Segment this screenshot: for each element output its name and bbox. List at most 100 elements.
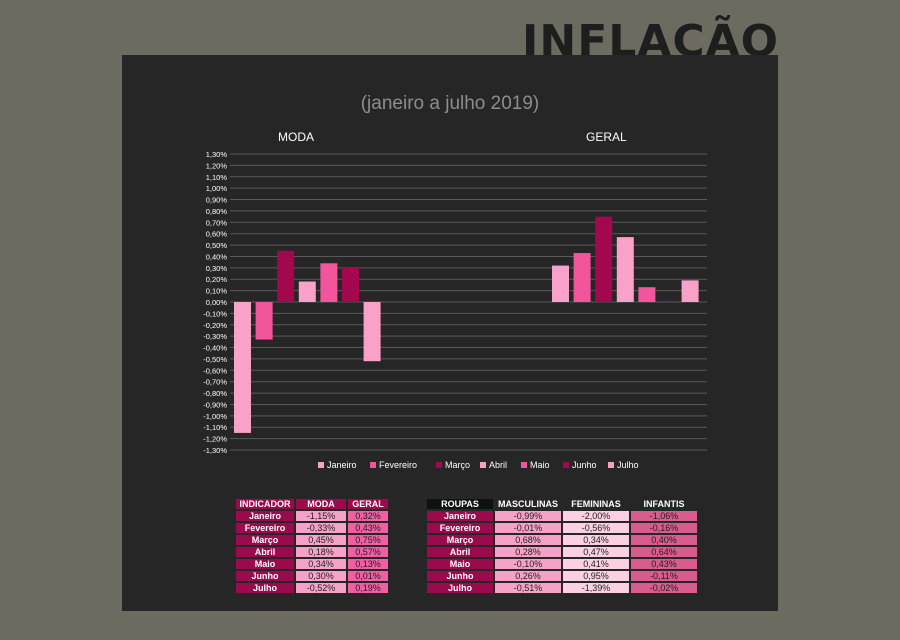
- bar-geral-3: [616, 237, 634, 302]
- table-row: Junho 0,30% 0,01%: [236, 571, 388, 581]
- y-tick-label: -0,20%: [203, 321, 227, 330]
- table-cell: -0,51%: [495, 583, 561, 593]
- table-cell: -0,33%: [296, 523, 346, 533]
- group-label-geral: GERAL: [586, 130, 627, 144]
- indicador-table-body: Janeiro -1,15% 0,32% Fevereiro -0,33% 0,43% Ma…: [236, 511, 388, 593]
- y-tick-label: -0,90%: [203, 400, 227, 409]
- row-label: Fevereiro: [427, 523, 493, 533]
- row-label: Janeiro: [236, 511, 294, 521]
- table-cell: 0,28%: [495, 547, 561, 557]
- table-cell: -0,10%: [495, 559, 561, 569]
- indicador-table-header: INDICADOR MODA GERAL: [236, 499, 388, 509]
- y-tick-label: 0,50%: [206, 241, 228, 250]
- header-cell: INDICADOR: [236, 499, 294, 509]
- y-tick-label: 1,30%: [206, 150, 228, 159]
- table-cell: -0,11%: [631, 571, 697, 581]
- header-cell: MODA: [296, 499, 346, 509]
- table-row: Julho -0,51% -1,39% -0,02%: [427, 583, 697, 593]
- table-cell: 0,75%: [348, 535, 388, 545]
- table-cell: 0,68%: [495, 535, 561, 545]
- y-tick-label: 0,10%: [206, 287, 228, 296]
- table-row: Maio 0,34% 0,13%: [236, 559, 388, 569]
- row-label: Maio: [427, 559, 493, 569]
- bar-moda-4: [320, 263, 338, 302]
- legend-swatch: [563, 462, 569, 468]
- legend-swatch: [521, 462, 527, 468]
- table-cell: -0,01%: [495, 523, 561, 533]
- row-label: Julho: [427, 583, 493, 593]
- header-cell: GERAL: [348, 499, 388, 509]
- bar-geral-4: [638, 287, 656, 302]
- table-row: Junho 0,26% 0,95% -0,11%: [427, 571, 697, 581]
- table-cell: 0,26%: [495, 571, 561, 581]
- legend-swatch: [370, 462, 376, 468]
- legend-swatch: [436, 462, 442, 468]
- bar-geral-6: [681, 280, 699, 302]
- y-tick-label: 0,90%: [206, 196, 228, 205]
- table-cell: 0,34%: [563, 535, 629, 545]
- y-tick-label: 1,00%: [206, 184, 228, 193]
- table-cell: -1,06%: [631, 511, 697, 521]
- y-tick-label: -0,60%: [203, 366, 227, 375]
- row-label: Abril: [427, 547, 493, 557]
- table-cell: 0,32%: [348, 511, 388, 521]
- inflation-bar-chart: 1,30% 1,20% 1,10% 1,00% 0,90% 0,80% 0,70% 0,60%…: [203, 150, 707, 470]
- table-cell: -0,02%: [631, 583, 697, 593]
- y-tick-label: -0,40%: [203, 344, 227, 353]
- y-tick-label: -0,10%: [203, 309, 227, 318]
- y-tick-label: 0,80%: [206, 207, 228, 216]
- group-label-moda: MODA: [278, 130, 314, 144]
- row-label: Julho: [236, 583, 294, 593]
- table-cell: 0,41%: [563, 559, 629, 569]
- table-cell: 0,43%: [348, 523, 388, 533]
- table-cell: 0,57%: [348, 547, 388, 557]
- table-cell: -0,56%: [563, 523, 629, 533]
- bar-geral-5: [660, 300, 677, 302]
- y-tick-label: -0,80%: [203, 389, 227, 398]
- table-cell: 0,18%: [296, 547, 346, 557]
- table-row: Abril 0,18% 0,57%: [236, 547, 388, 557]
- y-tick-label: -0,70%: [203, 378, 227, 387]
- bar-moda-6: [363, 302, 381, 362]
- header-cell: FEMININAS: [563, 499, 629, 509]
- table-cell: 0,19%: [348, 583, 388, 593]
- table-cell: 0,30%: [296, 571, 346, 581]
- legend-item: Janeiro: [327, 460, 357, 470]
- table-cell: 0,40%: [631, 535, 697, 545]
- table-cell: -0,99%: [495, 511, 561, 521]
- bar-moda-1: [255, 302, 273, 340]
- roupas-table-body: Janeiro -0,99% -2,00% -1,06% Fevereiro -0,01%…: [427, 511, 697, 593]
- table-cell: 0,45%: [296, 535, 346, 545]
- legend-item: Abril: [489, 460, 507, 470]
- row-label: Abril: [236, 547, 294, 557]
- y-tick-label: 1,10%: [206, 173, 228, 182]
- y-tick-label: 0,60%: [206, 230, 228, 239]
- table-cell: 0,43%: [631, 559, 697, 569]
- y-tick-label: 0,30%: [206, 264, 228, 273]
- y-tick-label: 1,20%: [206, 161, 228, 170]
- table-row: Janeiro -0,99% -2,00% -1,06%: [427, 511, 697, 521]
- y-tick-label: 0,20%: [206, 275, 228, 284]
- table-cell: 0,47%: [563, 547, 629, 557]
- y-tick-label: -1,00%: [203, 412, 227, 421]
- dashboard-panel: (janeiro a julho 2019) MODA GERAL 1,30% 1…: [122, 55, 778, 611]
- legend-swatch: [608, 462, 614, 468]
- y-tick-label: -1,20%: [203, 435, 227, 444]
- indicador-table: INDICADOR MODA GERAL Janeiro -1,15% 0,32% Fev…: [234, 497, 390, 595]
- table-row: Julho -0,52% 0,19%: [236, 583, 388, 593]
- table-cell: 0,13%: [348, 559, 388, 569]
- bar-geral-0: [552, 265, 569, 302]
- table-row: Fevereiro -0,33% 0,43%: [236, 523, 388, 533]
- table-cell: -1,15%: [296, 511, 346, 521]
- row-label: Maio: [236, 559, 294, 569]
- legend-swatch: [480, 462, 486, 468]
- header-cell: INFANTIS: [631, 499, 697, 509]
- bar-geral-2: [595, 216, 613, 302]
- table-cell: -1,39%: [563, 583, 629, 593]
- header-cell: MASCULINAS: [495, 499, 561, 509]
- table-cell: -0,52%: [296, 583, 346, 593]
- table-row: Março 0,68% 0,34% 0,40%: [427, 535, 697, 545]
- row-label: Fevereiro: [236, 523, 294, 533]
- y-tick-label: -0,30%: [203, 332, 227, 341]
- bar-moda-2: [277, 250, 295, 302]
